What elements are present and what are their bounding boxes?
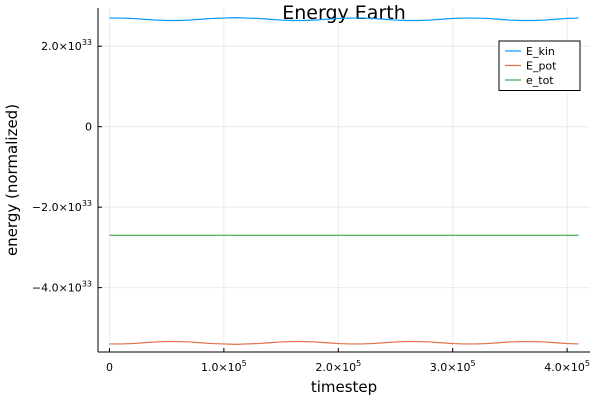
series-layer bbox=[109, 17, 579, 345]
legend-label: E_pot bbox=[526, 60, 557, 73]
legend-label: E_kin bbox=[526, 45, 555, 58]
x-tick-label: 3.0×105 bbox=[430, 359, 476, 374]
axes bbox=[97, 8, 590, 353]
x-tick-label: 2.0×105 bbox=[315, 359, 361, 374]
y-axis-label: energy (normalized) bbox=[3, 104, 21, 256]
y-ticks: 2.0×1033 0 −2.0×1033 −4.0×1033 bbox=[32, 38, 102, 295]
y-tick-label: −2.0×1033 bbox=[32, 199, 92, 214]
series-line-e-pot bbox=[109, 340, 579, 345]
y-tick-label: 0 bbox=[85, 121, 92, 134]
x-axis-label: timestep bbox=[311, 378, 377, 396]
y-tick-label: 2.0×1033 bbox=[41, 38, 92, 53]
x-tick-label: 1.0×105 bbox=[201, 359, 247, 374]
grid-lines bbox=[98, 8, 590, 352]
x-tick-label: 0 bbox=[106, 361, 113, 374]
y-tick-label: −4.0×1033 bbox=[32, 280, 92, 295]
series-line-e-kin bbox=[109, 17, 579, 22]
x-tick-label: 4.0×105 bbox=[544, 359, 590, 374]
x-ticks: 0 1.0×105 2.0×105 3.0×105 4.0×105 bbox=[106, 348, 590, 374]
legend-label: e_tot bbox=[526, 74, 554, 87]
